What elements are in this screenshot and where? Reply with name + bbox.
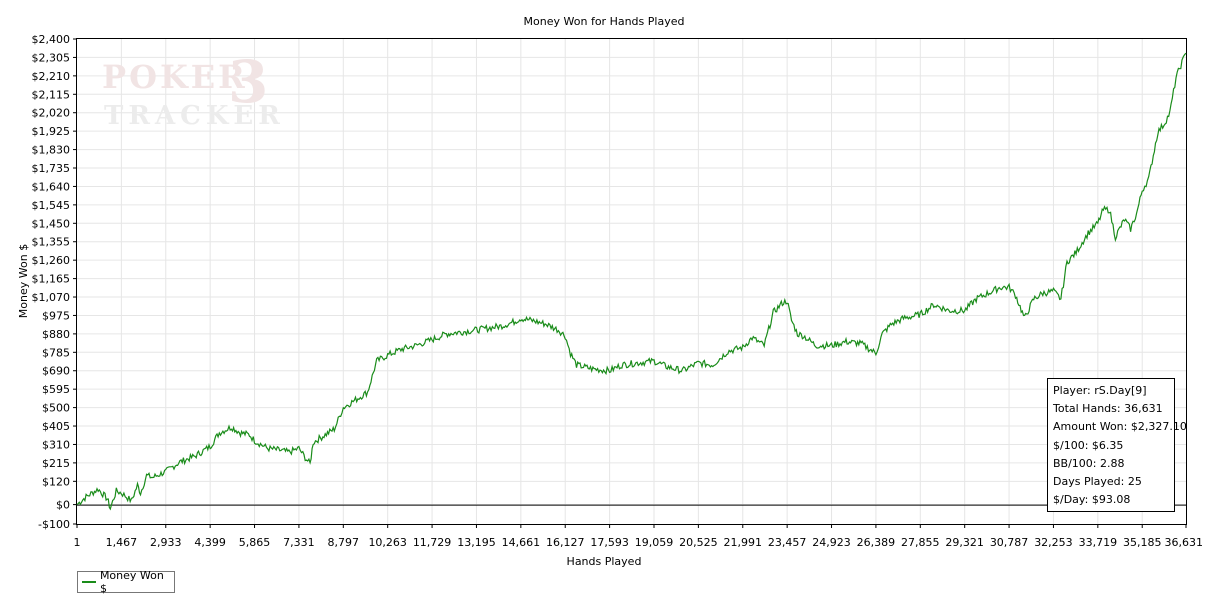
y-tick-label: $595: [42, 383, 70, 396]
y-tick-label: $880: [42, 328, 70, 341]
x-tick-label: 21,991: [724, 536, 763, 549]
y-tick-label: $2,020: [32, 107, 71, 120]
y-tick-label: $215: [42, 457, 70, 470]
y-tick-label: $1,830: [32, 144, 71, 157]
chart-title: Money Won for Hands Played: [524, 15, 685, 28]
x-tick-label: 5,865: [239, 536, 271, 549]
x-tick-label: 10,263: [368, 536, 407, 549]
x-tick-label: 23,457: [768, 536, 807, 549]
y-axis-ticks: -$100 $0 $120 $215 $310 $405 $500 $595 $690 $785 $…: [32, 33, 77, 531]
y-tick-label: $2,210: [32, 70, 71, 83]
x-tick-label: 27,855: [901, 536, 940, 549]
stat-per-100: $/100: $6.35: [1053, 438, 1124, 452]
x-tick-label: 35,185: [1123, 536, 1162, 549]
y-tick-label: $1,260: [32, 254, 71, 267]
stat-amount-won: Amount Won: $2,327.10: [1053, 420, 1187, 434]
x-axis-ticks: 1 1,467 2,933 4,399 5,865 7,331 8,797 10,263 11,…: [74, 524, 1204, 549]
x-tick-label: 24,923: [812, 536, 851, 549]
y-tick-label: $310: [42, 438, 70, 451]
x-tick-label: 8,797: [328, 536, 360, 549]
y-tick-label: $120: [42, 475, 70, 488]
series-line-money-won: [76, 52, 1187, 511]
logo-text-poker: POKER: [102, 58, 248, 96]
stats-box: Player: rS.Day[9] Total Hands: 36,631 Am…: [1047, 378, 1187, 512]
stat-total-hands: Total Hands: 36,631: [1053, 402, 1163, 416]
y-axis-label: Money Won $: [17, 244, 30, 318]
logo-text-digit: 3: [228, 48, 268, 116]
x-tick-label: 33,719: [1079, 536, 1118, 549]
x-tick-label: 14,661: [502, 536, 541, 549]
y-tick-label: $1,925: [32, 125, 71, 138]
y-tick-label: $975: [42, 309, 70, 322]
x-tick-label: 32,253: [1034, 536, 1073, 549]
x-tick-label: 36,631: [1165, 536, 1204, 549]
y-tick-label: $500: [42, 402, 70, 415]
y-tick-label: $1,450: [32, 217, 71, 230]
legend: Money Won $: [77, 569, 175, 595]
plot-frame: [76, 38, 1187, 525]
x-tick-label: 20,525: [679, 536, 718, 549]
x-tick-label: 1,467: [106, 536, 138, 549]
y-tick-label: $1,640: [32, 180, 71, 193]
grid: [77, 39, 1186, 524]
y-tick-label: $1,165: [32, 273, 71, 286]
y-tick-label: -$100: [38, 518, 70, 531]
y-tick-label: $405: [42, 420, 70, 433]
x-tick-label: 11,729: [413, 536, 452, 549]
y-tick-label: $690: [42, 365, 70, 378]
logo-text-tracker: TRACKER: [104, 101, 285, 131]
y-tick-label: $2,305: [32, 51, 71, 64]
x-tick-label: 29,321: [945, 536, 984, 549]
x-tick-label: 4,399: [194, 536, 226, 549]
stat-player: Player: rS.Day[9]: [1053, 384, 1147, 397]
x-tick-label: 13,195: [457, 536, 496, 549]
y-tick-label: $2,115: [32, 88, 71, 101]
stat-bb-100: BB/100: 2.88: [1053, 456, 1125, 470]
y-tick-label: $1,735: [32, 162, 71, 175]
stat-days-played: Days Played: 25: [1053, 474, 1142, 488]
x-tick-label: 26,389: [857, 536, 896, 549]
x-tick-label: 17,593: [590, 536, 629, 549]
y-tick-label: $0: [56, 499, 70, 512]
watermark-logo: POKER 3 TRACKER: [102, 48, 285, 131]
y-tick-label: $785: [42, 346, 70, 359]
y-tick-label: $1,545: [32, 199, 71, 212]
x-axis-label: Hands Played: [567, 555, 642, 568]
x-tick-label: 7,331: [283, 536, 315, 549]
y-tick-label: $1,355: [32, 236, 71, 249]
y-tick-label: $1,070: [32, 291, 71, 304]
legend-swatch: [82, 581, 96, 583]
y-tick-label: $2,400: [32, 33, 71, 46]
legend-label: Money Won $: [99, 569, 164, 595]
x-tick-label: 1: [74, 536, 81, 549]
x-tick-label: 16,127: [546, 536, 585, 549]
stat-per-day: $/Day: $93.08: [1053, 493, 1131, 507]
x-tick-label: 30,787: [990, 536, 1029, 549]
x-tick-label: 19,059: [635, 536, 674, 549]
x-tick-label: 2,933: [150, 536, 182, 549]
